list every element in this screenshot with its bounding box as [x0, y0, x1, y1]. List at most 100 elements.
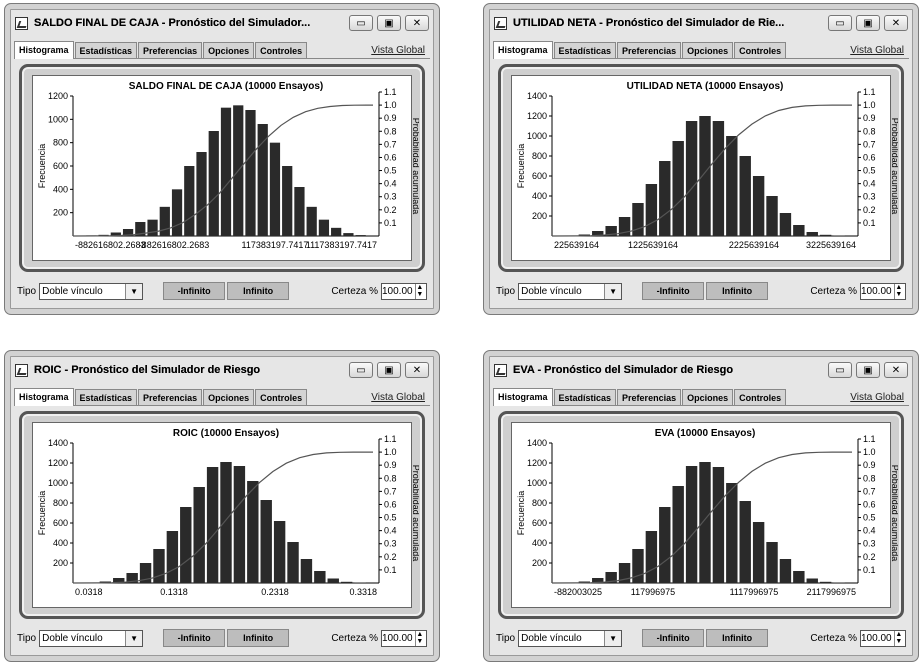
global-view-link[interactable]: Vista Global	[850, 45, 904, 56]
minus-infinity-button[interactable]: -Infinito	[642, 629, 705, 647]
y2-tick-label: 0.9	[863, 460, 876, 470]
y2-tick-label: 0.7	[863, 486, 876, 496]
y2-tick-label: 0.6	[384, 152, 397, 162]
tab-controles[interactable]: Controles	[734, 42, 787, 58]
y-tick-label: 800	[532, 151, 547, 161]
y-tick-label: 400	[53, 184, 68, 194]
minimize-button[interactable]: ▭	[349, 15, 373, 31]
y-tick-label: 800	[532, 498, 547, 508]
tab-controles[interactable]: Controles	[734, 389, 787, 405]
y2-tick-label: 0.4	[384, 526, 397, 536]
close-button[interactable]: ✕	[405, 362, 429, 378]
chevron-down-icon[interactable]: ▼	[604, 283, 622, 299]
global-view-link[interactable]: Vista Global	[371, 392, 425, 403]
plus-infinity-button[interactable]: Infinito	[706, 629, 769, 647]
tab-histograma[interactable]: Histograma	[493, 388, 553, 406]
y2-tick-label: 0.4	[863, 179, 876, 189]
y2-tick-label: 0.6	[863, 499, 876, 509]
spinner-icon[interactable]: ▲ ▼	[414, 283, 424, 299]
plus-infinity-button[interactable]: Infinito	[227, 282, 290, 300]
y-axis-label: Frecuencia	[37, 491, 47, 536]
chevron-down-icon[interactable]: ▼	[125, 630, 143, 646]
tab-histograma[interactable]: Histograma	[14, 388, 74, 406]
title-bar[interactable]: EVA - Pronóstico del Simulador de Riesgo…	[490, 357, 912, 383]
minimize-button[interactable]: ▭	[349, 362, 373, 378]
histogram-bar	[779, 559, 792, 583]
type-select[interactable]: Doble vínculo ▼	[518, 282, 623, 300]
histogram-bar	[314, 571, 326, 583]
y-tick-label: 200	[53, 208, 68, 218]
certainty-value: 100.00	[861, 632, 892, 644]
minimize-button[interactable]: ▭	[828, 15, 852, 31]
tab-opciones[interactable]: Opciones	[682, 389, 734, 405]
tab-histograma[interactable]: Histograma	[14, 41, 74, 59]
tab-estadisticas[interactable]: Estadísticas	[74, 389, 138, 405]
minus-infinity-button[interactable]: -Infinito	[163, 282, 226, 300]
certainty-input[interactable]: 100.00 ▲ ▼	[381, 282, 427, 300]
minimize-button[interactable]: ▭	[828, 362, 852, 378]
chart-title: EVA (10000 Ensayos)	[655, 428, 756, 439]
maximize-button[interactable]: ▣	[377, 15, 401, 31]
title-bar[interactable]: SALDO FINAL DE CAJA - Pronóstico del Sim…	[11, 10, 433, 36]
tab-estadisticas[interactable]: Estadísticas	[553, 42, 617, 58]
histogram-bar	[343, 233, 354, 236]
tab-opciones[interactable]: Opciones	[203, 42, 255, 58]
y-tick-label: 800	[53, 498, 68, 508]
maximize-button[interactable]: ▣	[856, 15, 880, 31]
close-button[interactable]: ✕	[884, 15, 908, 31]
certainty-input[interactable]: 100.00 ▲ ▼	[860, 629, 906, 647]
tab-preferencias[interactable]: Preferencias	[138, 389, 203, 405]
tab-preferencias[interactable]: Preferencias	[617, 42, 682, 58]
title-bar[interactable]: ROIC - Pronóstico del Simulador de Riesg…	[11, 357, 433, 383]
histogram-bar	[340, 581, 353, 583]
type-select[interactable]: Doble vínculo ▼	[39, 282, 144, 300]
histogram-bar	[645, 184, 658, 236]
certainty-input[interactable]: 100.00 ▲ ▼	[860, 282, 906, 300]
tab-opciones[interactable]: Opciones	[682, 42, 734, 58]
histogram-bar	[184, 166, 195, 236]
close-button[interactable]: ✕	[884, 362, 908, 378]
spinner-icon[interactable]: ▲ ▼	[414, 630, 424, 646]
tab-estadisticas[interactable]: Estadísticas	[553, 389, 617, 405]
tab-controles[interactable]: Controles	[255, 389, 308, 405]
maximize-button[interactable]: ▣	[377, 362, 401, 378]
type-select-value: Doble vínculo	[521, 632, 582, 644]
histogram-bar	[793, 571, 805, 583]
global-view-link[interactable]: Vista Global	[371, 45, 425, 56]
tab-histograma[interactable]: Histograma	[493, 41, 553, 59]
maximize-button[interactable]: ▣	[856, 362, 880, 378]
x-tick-label: 2225639164	[729, 240, 779, 250]
plus-infinity-button[interactable]: Infinito	[706, 282, 769, 300]
spinner-icon[interactable]: ▲ ▼	[893, 283, 903, 299]
title-bar[interactable]: UTILIDAD NETA - Pronóstico del Simulador…	[490, 10, 912, 36]
certainty-input[interactable]: 100.00 ▲ ▼	[381, 629, 427, 647]
type-select[interactable]: Doble vínculo ▼	[518, 629, 623, 647]
chevron-down-icon[interactable]: ▼	[604, 630, 622, 646]
plus-infinity-button[interactable]: Infinito	[227, 629, 290, 647]
window-title: SALDO FINAL DE CAJA - Pronóstico del Sim…	[34, 17, 311, 29]
chart-app-icon	[15, 16, 28, 30]
type-select[interactable]: Doble vínculo ▼	[39, 629, 144, 647]
tab-preferencias[interactable]: Preferencias	[138, 42, 203, 58]
minus-infinity-button[interactable]: -Infinito	[642, 282, 705, 300]
histogram-bar	[282, 166, 293, 236]
y-axis-label: Frecuencia	[516, 144, 526, 189]
tab-controles[interactable]: Controles	[255, 42, 308, 58]
x-tick-label: 117996975	[631, 587, 675, 597]
y-tick-label: 600	[53, 161, 68, 171]
histogram-bar	[739, 156, 751, 236]
histogram-bar	[632, 549, 644, 583]
y2-axis-label: Probabilidad acumulada	[890, 465, 898, 562]
minus-infinity-button[interactable]: -Infinito	[163, 629, 226, 647]
spinner-icon[interactable]: ▲ ▼	[893, 630, 903, 646]
y-tick-label: 600	[53, 518, 68, 528]
chevron-down-icon[interactable]: ▼	[125, 283, 143, 299]
certainty-label: Certeza %	[810, 632, 857, 644]
tab-estadisticas[interactable]: Estadísticas	[74, 42, 138, 58]
global-view-link[interactable]: Vista Global	[850, 392, 904, 403]
tab-opciones[interactable]: Opciones	[203, 389, 255, 405]
close-button[interactable]: ✕	[405, 15, 429, 31]
tab-preferencias[interactable]: Preferencias	[617, 389, 682, 405]
y2-tick-label: 0.5	[384, 166, 397, 176]
y2-tick-label: 0.8	[384, 126, 397, 136]
